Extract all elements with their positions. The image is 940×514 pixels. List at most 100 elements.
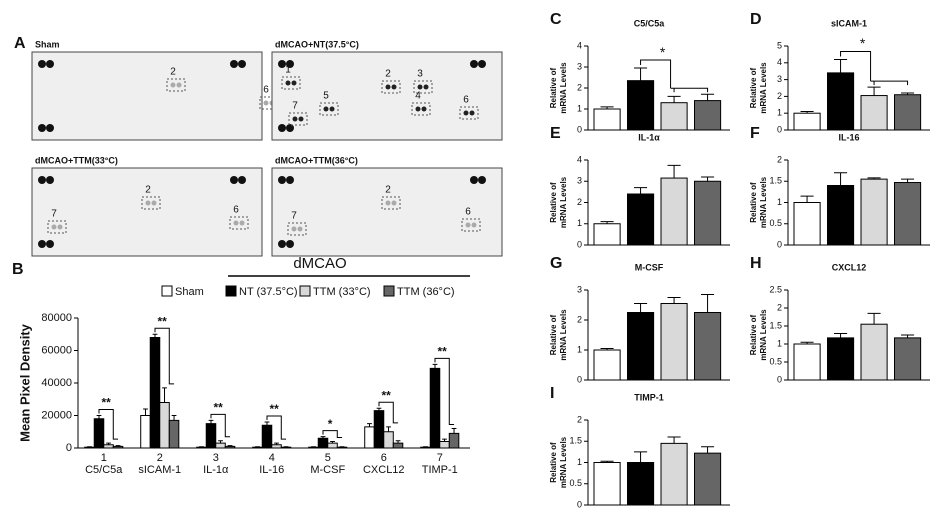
y-tick-label: 60000 — [41, 344, 72, 356]
reference-spot — [38, 176, 46, 184]
blot-title: dMCAO+TTM(33°C) — [35, 155, 118, 165]
bar — [364, 426, 375, 449]
error-bar — [451, 428, 457, 434]
spot-box — [461, 218, 481, 232]
error-bar — [600, 460, 614, 463]
bar — [373, 410, 385, 449]
bar — [627, 312, 655, 381]
error-bar — [834, 58, 848, 73]
significance-label: ** — [101, 396, 111, 410]
spot-number: 7 — [51, 209, 57, 220]
bar — [317, 437, 329, 449]
bar — [336, 446, 348, 449]
spot-box — [287, 222, 307, 236]
spot — [233, 220, 239, 226]
error-bar — [600, 348, 614, 350]
spot-box — [47, 220, 67, 234]
error-bar — [667, 297, 681, 304]
reference-spot — [46, 60, 54, 68]
x-category-label: sICAM-1 — [138, 464, 181, 476]
bar — [280, 446, 292, 449]
spot — [385, 84, 391, 90]
y-tick-label: 0.5 — [569, 478, 582, 488]
error-bar — [667, 436, 681, 444]
panel-label: H — [750, 255, 762, 272]
blot-title: Sham — [35, 39, 60, 49]
error-bar — [96, 415, 102, 419]
significance-bracket — [322, 430, 343, 438]
spot-box — [281, 76, 301, 90]
y-tick-label: 3 — [577, 176, 582, 186]
error-bar — [376, 407, 382, 411]
spot-box — [319, 102, 339, 116]
y-tick-label: 40000 — [41, 377, 72, 389]
bar — [627, 80, 655, 131]
y-tick-label: 80000 — [41, 312, 72, 324]
error-bar — [395, 440, 401, 444]
panel-label: G — [550, 255, 562, 272]
blot-title: dMCAO+TTM(36°C) — [275, 155, 358, 165]
x-tick-label: 6 — [381, 452, 387, 464]
panel-label: E — [550, 125, 561, 142]
y-tick-label: 2 — [777, 154, 782, 164]
x-category-label: CXCL12 — [363, 464, 405, 476]
y-tick-label: 4 — [577, 154, 582, 164]
legend-swatch — [225, 285, 237, 297]
y-axis-label: mRNA Levels — [759, 309, 768, 361]
error-bar — [867, 312, 881, 325]
spot-number: 2 — [145, 185, 151, 196]
chart-title: M-CSF — [635, 262, 664, 272]
blot — [271, 167, 503, 257]
x-tick-label: 1 — [101, 452, 107, 464]
spot-number: 6 — [465, 207, 471, 218]
spot — [291, 80, 297, 86]
y-tick-label: 1 — [577, 218, 582, 228]
y-tick-label: 0 — [577, 124, 582, 134]
panel-label: C — [550, 11, 562, 28]
error-bar — [432, 363, 438, 369]
spot — [239, 220, 245, 226]
reference-spot — [238, 176, 246, 184]
bar — [793, 202, 821, 246]
bar — [271, 444, 282, 449]
significance-bracket — [266, 415, 287, 440]
spot — [176, 82, 182, 88]
y-tick-label: 1.5 — [769, 176, 782, 186]
x-category-label: M-CSF — [310, 464, 345, 476]
y-tick-label: 2 — [577, 197, 582, 207]
bar — [93, 418, 105, 449]
y-tick-label: 2 — [777, 302, 782, 312]
significance-bracket — [210, 413, 231, 438]
bar — [327, 442, 338, 449]
chart-title: IL-16 — [838, 132, 859, 142]
reference-spot — [38, 124, 46, 132]
bar — [827, 337, 855, 381]
bar — [224, 445, 236, 449]
significance-bracket — [378, 401, 399, 424]
significance-bracket — [434, 357, 455, 425]
bar — [660, 102, 688, 131]
spot — [297, 226, 303, 232]
y-tick-label: 0 — [577, 374, 582, 384]
error-bar — [701, 176, 715, 182]
bar — [627, 193, 655, 246]
spot-number: 4 — [415, 91, 421, 102]
significance-label: ** — [269, 402, 279, 416]
spot — [298, 116, 304, 122]
bar — [308, 446, 319, 449]
significance-label: * — [660, 44, 666, 60]
y-axis-label: Mean Pixel Density — [17, 323, 32, 442]
y-tick-label: 0.5 — [769, 218, 782, 228]
blot — [31, 51, 263, 141]
spot — [285, 80, 291, 86]
bar — [140, 415, 151, 449]
panel-label: D — [750, 11, 762, 28]
y-tick-label: 1 — [777, 108, 782, 118]
error-bar — [264, 421, 270, 426]
legend-swatch — [383, 285, 395, 297]
bar — [593, 462, 621, 506]
bar — [159, 402, 170, 449]
spot — [329, 106, 335, 112]
reference-spot — [46, 240, 54, 248]
y-tick-label: 1 — [577, 457, 582, 467]
